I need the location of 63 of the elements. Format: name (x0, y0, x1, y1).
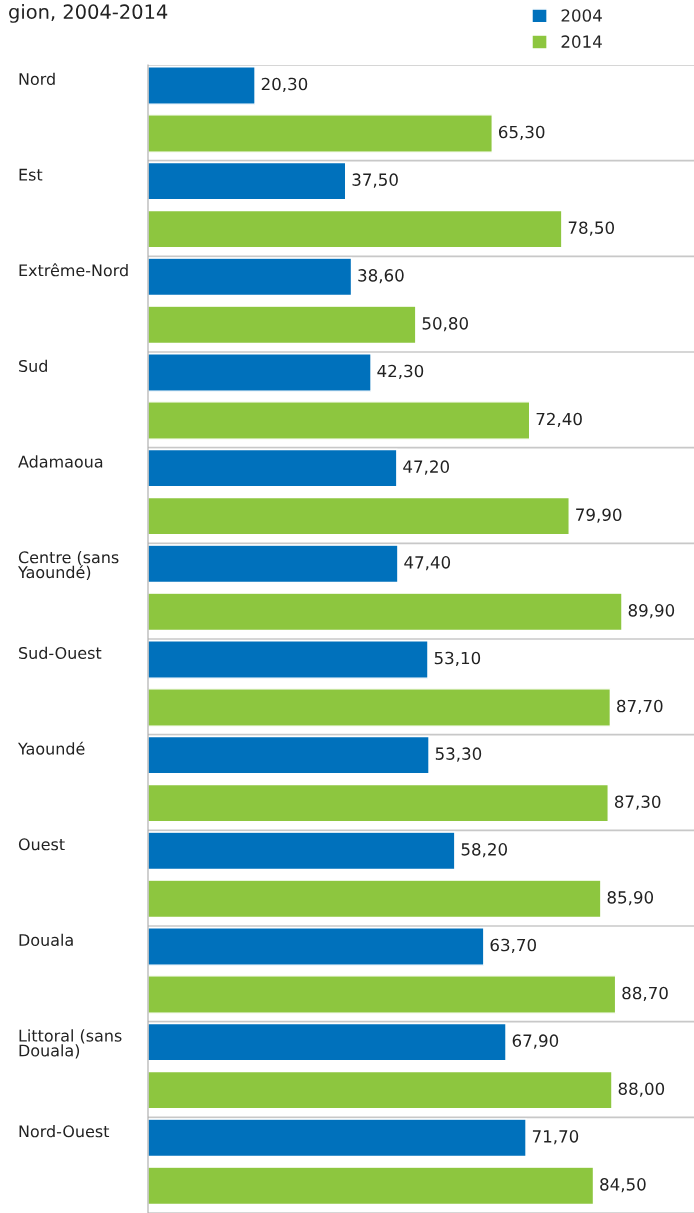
data-label: 71,70 (532, 1130, 579, 1145)
bar (148, 401, 531, 440)
data-label: 37,50 (352, 173, 398, 188)
data-label: 63,70 (490, 938, 536, 954)
data-label: 87,30 (614, 795, 661, 810)
data-label: 84,50 (600, 1178, 646, 1193)
bar (148, 114, 493, 153)
legend-label: 2014 (561, 35, 602, 48)
legend-label: 2004 (561, 9, 602, 22)
bar (148, 353, 372, 392)
bar (148, 209, 563, 249)
bar (148, 927, 485, 966)
bar (148, 257, 353, 297)
data-label: 67,90 (512, 1034, 559, 1049)
y-tick-label: Sud-Ouest (19, 646, 102, 660)
data-label: 89,90 (628, 604, 675, 619)
y-tick-label: Adamaoua (18, 455, 103, 468)
bar (148, 161, 347, 201)
chart-title: gion, 2004-2014 (9, 4, 168, 23)
bar (148, 735, 430, 775)
data-label: 20,30 (261, 77, 308, 93)
bar (148, 1022, 507, 1062)
bar (148, 305, 417, 345)
data-label: 85,90 (607, 891, 654, 906)
data-label: 53,30 (435, 747, 482, 762)
bar (148, 831, 456, 871)
data-label: 79,90 (576, 508, 622, 523)
bar (148, 496, 570, 536)
y-tick-label: Nord (19, 72, 55, 86)
y-tick-label: Ouest (18, 838, 65, 851)
y-tick-label: Douala (19, 933, 73, 947)
data-label: 88,00 (618, 1082, 665, 1097)
data-label: 72,40 (536, 412, 582, 428)
data-label: 53,10 (434, 651, 481, 667)
bar (148, 783, 609, 823)
y-tick-label: Nord-Ouest (19, 1124, 110, 1138)
bar (148, 640, 429, 679)
y-tick-label: Extrême-Nord (19, 263, 128, 277)
bar (148, 688, 612, 727)
data-label: 88,70 (622, 986, 668, 1002)
y-tick-label: Centre (sans Yaoundé) (17, 551, 119, 581)
data-label: 47,20 (403, 460, 449, 475)
y-tick-label: Littoral (sans Douala) (19, 1029, 122, 1059)
bar (148, 592, 623, 632)
bar (148, 879, 602, 919)
y-tick-label: Sud (19, 359, 47, 373)
bar (148, 1166, 595, 1206)
y-tick-label: Est (19, 168, 43, 181)
bar (148, 448, 398, 488)
bar (148, 1118, 527, 1158)
data-label: 87,70 (617, 699, 663, 715)
data-label: 50,80 (422, 317, 468, 332)
data-label: 38,60 (358, 269, 404, 284)
data-label: 47,40 (404, 556, 451, 571)
data-label: 65,30 (498, 125, 545, 141)
bar (148, 1070, 613, 1110)
data-label: 42,30 (377, 364, 424, 380)
data-label: 58,20 (461, 843, 507, 858)
bar (148, 975, 617, 1014)
bar (148, 544, 399, 584)
data-label: 78,50 (568, 221, 615, 236)
bar (148, 66, 256, 105)
y-tick-label: Yaoundé (17, 741, 85, 755)
